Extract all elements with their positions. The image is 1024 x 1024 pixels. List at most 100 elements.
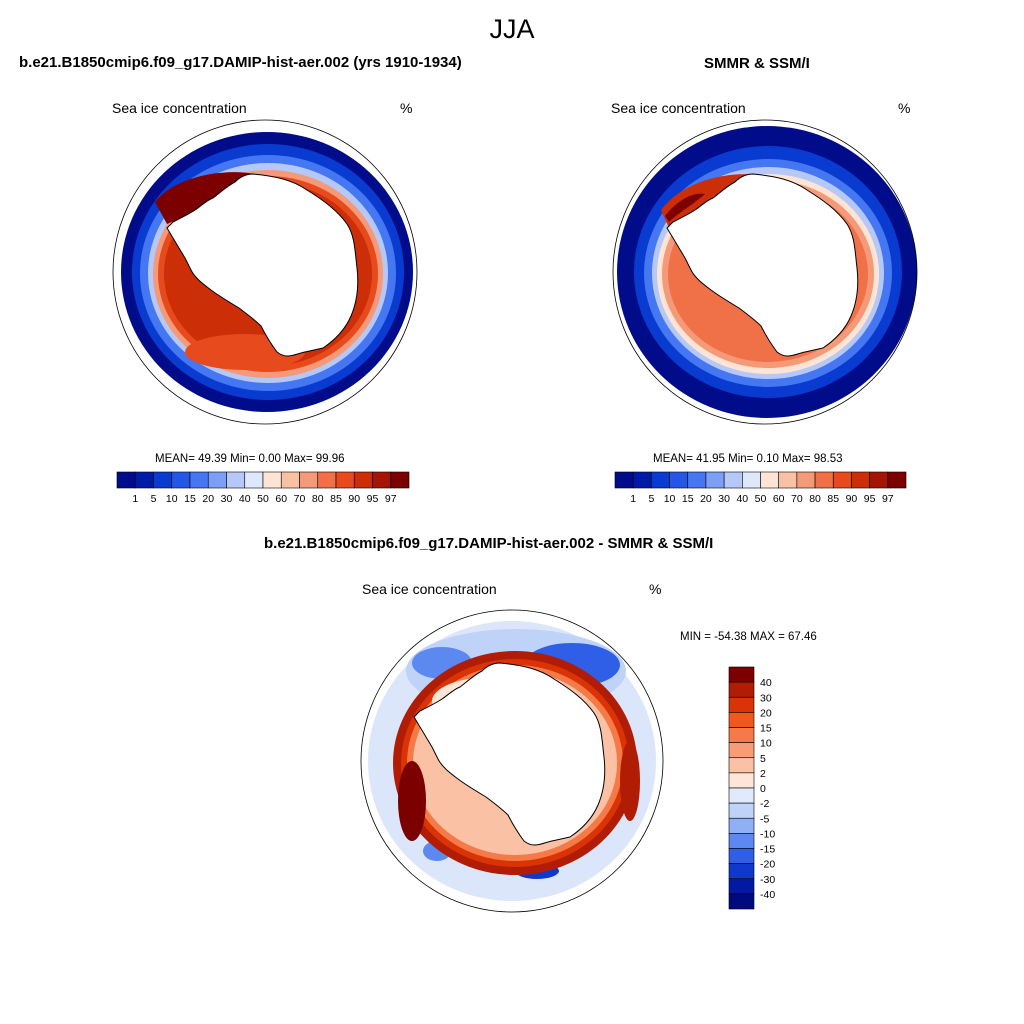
panel3-colorbar-tick-label: -30 — [760, 874, 775, 886]
panel3-colorbar-tick-label: 10 — [760, 738, 772, 750]
panel3-colorbar-tick-label: 20 — [760, 707, 772, 719]
panel2-colorbar: 1 5 10 15 20 30 40 50 60 70 80 85 90 95 97 — [614, 471, 907, 505]
panel3-colorbar-box — [728, 696, 755, 713]
panel3-colorbar-tick-label: -15 — [760, 844, 775, 856]
panel2-map — [612, 119, 918, 425]
panel2-colorbar-tick-label: 50 — [755, 493, 767, 505]
panel2-colorbar-tick-label: 1 — [630, 493, 636, 505]
panel1-colorbar-box — [335, 471, 355, 489]
panel1-colorbar-box — [244, 471, 264, 489]
panel1-colorbar-box — [262, 471, 282, 489]
panel2-units: % — [898, 100, 911, 116]
panel1-colorbar-box — [280, 471, 300, 489]
panel1-colorbar-tick-label: 85 — [330, 493, 342, 505]
panel2-colorbar-tick-label: 60 — [773, 493, 785, 505]
panel2-colorbar-box — [832, 471, 852, 489]
panel1-colorbar-tick-label: 80 — [312, 493, 324, 505]
panel1-colorbar-tick-label: 15 — [184, 493, 196, 505]
panel1-map — [112, 119, 418, 425]
panel2-colorbar-tick-label: 80 — [809, 493, 821, 505]
panel3-colorbar-tick-label: -10 — [760, 828, 775, 840]
panel2-colorbar-tick-label: 95 — [864, 493, 876, 505]
panel1-colorbar-box — [299, 471, 319, 489]
panel1-colorbar-box — [207, 471, 227, 489]
panel2-colorbar-box — [796, 471, 816, 489]
panel2-stats: MEAN= 41.95 Min= 0.10 Max= 98.53 — [653, 453, 843, 465]
panel1-colorbar-box — [317, 471, 337, 489]
panel3-colorbar-box — [728, 833, 755, 849]
panel2-colorbar-tick-label: 30 — [718, 493, 730, 505]
panel2-colorbar-tick-label: 85 — [827, 493, 839, 505]
panel3-colorbar-tick-label: 5 — [760, 753, 766, 765]
panel2-colorbar-box — [614, 471, 634, 489]
panel3-colorbar-box — [728, 681, 755, 698]
panel3-colorbar-box — [728, 712, 755, 728]
panel1-colorbar: 1 5 10 15 20 30 40 50 60 70 80 85 90 95 97 — [116, 471, 410, 505]
panel2-colorbar-tick-label: 5 — [648, 493, 654, 505]
panel3-units: % — [649, 581, 662, 597]
panel2-colorbar-box — [742, 471, 761, 489]
panel2-colorbar-box — [632, 471, 652, 489]
panel1-colorbar-tick-label: 50 — [257, 493, 269, 505]
panel1-colorbar-box — [226, 471, 246, 489]
panel3-colorbar-box — [728, 802, 755, 819]
panel1-colorbar-tick-label: 20 — [202, 493, 214, 505]
panel3-colorbar-tick-label: 0 — [760, 783, 766, 795]
panel2-colorbar-box — [778, 471, 798, 489]
panel1-colorbar-tick-label: 30 — [221, 493, 233, 505]
panel2-colorbar-tick-label: 70 — [791, 493, 803, 505]
panel2-colorbar-box — [869, 471, 889, 489]
panel3-colorbar-tick-label: -20 — [760, 859, 775, 871]
panel1-colorbar-box — [353, 471, 373, 489]
panel3-colorbar-tick-label: 15 — [760, 723, 772, 735]
panel3-colorbar-box — [728, 787, 755, 804]
panel1-colorbar-tick-label: 60 — [275, 493, 287, 505]
panel2-colorbar-box — [887, 471, 907, 489]
panel1-colorbar-box — [134, 471, 154, 489]
panel3-colorbar-box — [728, 666, 755, 683]
panel2-colorbar-tick-label: 97 — [882, 493, 894, 505]
panel1-colorbar-box — [153, 471, 173, 489]
panel1-colorbar-box — [116, 471, 136, 489]
panel1-field-label: Sea ice concentration — [112, 100, 247, 116]
panel3-colorbar-tick-label: -40 — [760, 889, 775, 901]
panel2-colorbar-tick-label: 90 — [846, 493, 858, 505]
panel2-colorbar-box — [669, 471, 689, 489]
panel2-colorbar-tick-label: 40 — [736, 493, 748, 505]
panel3-map — [360, 609, 664, 913]
panel3-colorbar-tick-label: -5 — [760, 813, 769, 825]
panel3-colorbar-box — [728, 863, 755, 880]
panel1-colorbar-tick-label: 95 — [367, 493, 379, 505]
panel1-colorbar-tick-label: 10 — [166, 493, 178, 505]
panel2-title: SMMR & SSM/I — [704, 55, 810, 72]
panel3-colorbar-box — [728, 817, 755, 834]
panel1-colorbar-box — [390, 471, 410, 489]
panel2-colorbar-box — [705, 471, 725, 489]
panel2-colorbar-box — [687, 471, 707, 489]
figure-title: JJA — [489, 14, 535, 44]
panel3-colorbar-tick-label: -2 — [760, 798, 769, 810]
panel3-colorbar-box — [728, 772, 755, 789]
panel3-field-label: Sea ice concentration — [362, 581, 497, 597]
panel3-colorbar-box — [728, 893, 755, 910]
panel1-colorbar-tick-label: 97 — [385, 493, 397, 505]
panel1-title: b.e21.B1850cmip6.f09_g17.DAMIP-hist-aer.… — [19, 54, 462, 71]
panel2-field-label: Sea ice concentration — [611, 100, 746, 116]
panel2-colorbar-box — [760, 471, 779, 489]
panel3-colorbar-tick-label: 30 — [760, 692, 772, 704]
panel1-colorbar-box — [171, 471, 191, 489]
panel1-units: % — [400, 100, 413, 116]
panel3-colorbar-box — [728, 727, 755, 743]
panel3-colorbar-box — [728, 757, 755, 774]
panel2-colorbar-box — [851, 471, 870, 489]
panel1-colorbar-tick-label: 70 — [294, 493, 306, 505]
panel3-colorbar-box — [728, 742, 755, 759]
panel3-colorbar-box — [728, 878, 755, 895]
panel1-colorbar-tick-label: 90 — [348, 493, 360, 505]
panel1-colorbar-tick-label: 1 — [132, 493, 138, 505]
panel2-colorbar-tick-label: 10 — [664, 493, 676, 505]
panel3-title: b.e21.B1850cmip6.f09_g17.DAMIP-hist-aer.… — [264, 535, 714, 552]
panel2-colorbar-box — [814, 471, 834, 489]
